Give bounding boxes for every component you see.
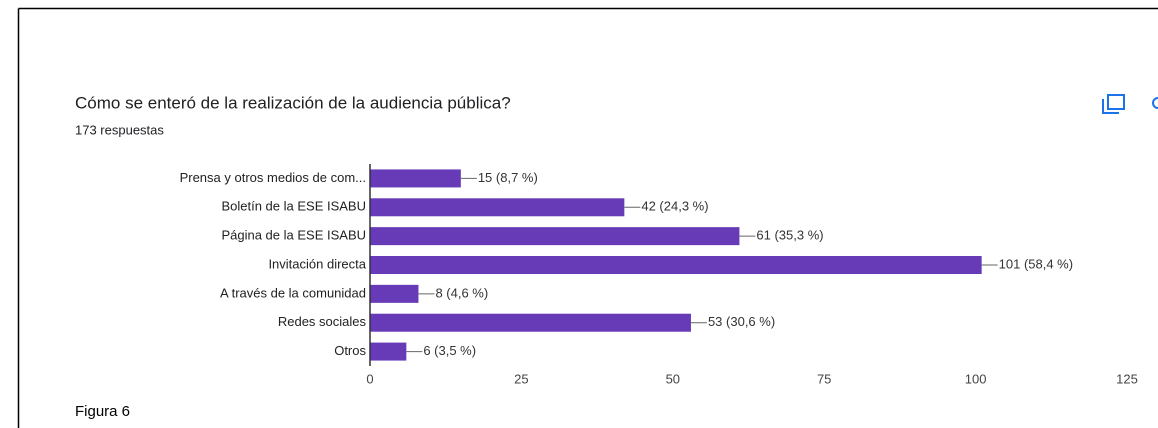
x-tick-label: 50 — [666, 371, 680, 386]
y-tick-label: Otros — [334, 343, 366, 358]
y-tick-label: Página de la ESE ISABU — [221, 228, 366, 243]
data-label: 53 (30,6 %) — [708, 314, 775, 329]
bar — [370, 227, 740, 246]
y-tick-label: A través de la comunidad — [220, 285, 366, 300]
x-tick-label: 0 — [366, 371, 373, 386]
data-label: 42 (24,3 %) — [641, 199, 708, 214]
copy-icon[interactable] — [1102, 94, 1125, 114]
data-label: 61 (35,3 %) — [756, 228, 823, 243]
x-tick-label: 100 — [965, 371, 987, 386]
bar — [370, 169, 461, 188]
more-icon[interactable] — [1152, 97, 1158, 109]
bar — [370, 342, 407, 361]
y-tick-label: Redes sociales — [278, 314, 367, 329]
data-label: 8 (4,6 %) — [435, 285, 488, 300]
bar — [370, 256, 982, 274]
y-tick-label: Boletín de la ESE ISABU — [221, 199, 366, 214]
x-tick-label: 125 — [1116, 371, 1138, 386]
chart-title: Cómo se enteró de la realización de la a… — [75, 93, 511, 112]
y-tick-label: Prensa y otros medios de com... — [180, 170, 366, 185]
figure-caption: Figura 6 — [75, 403, 130, 420]
data-label: 6 (3,5 %) — [423, 343, 476, 358]
data-label: 101 (58,4 %) — [999, 256, 1073, 271]
y-tick-label: Invitación directa — [268, 256, 366, 271]
chart-subtitle: 173 respuestas — [75, 122, 164, 137]
x-tick-label: 25 — [514, 371, 528, 386]
bar — [370, 198, 625, 217]
x-tick-label: 75 — [817, 371, 831, 386]
data-label: 15 (8,7 %) — [478, 170, 538, 185]
bar — [370, 284, 419, 303]
bar — [370, 313, 691, 332]
